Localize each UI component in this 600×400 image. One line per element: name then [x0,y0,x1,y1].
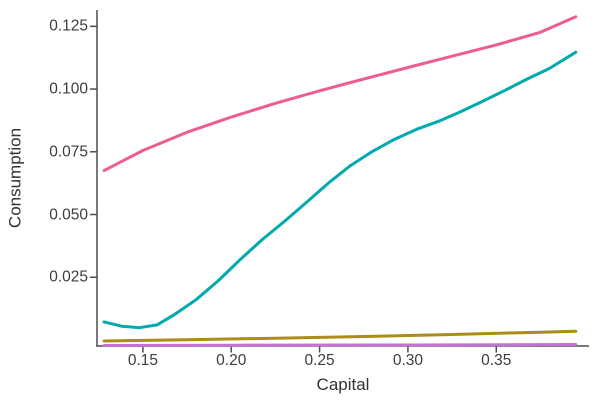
y-tick-label: 0.100 [49,80,88,98]
x-tick-label: 0.15 [127,352,159,369]
teal-line [102,50,578,330]
y-tick-label: 0.025 [49,268,88,286]
pink-line [102,15,578,173]
y-tick-label: 0.075 [49,143,88,161]
x-tick-label: 0.35 [481,352,512,369]
x-tick-label: 0.25 [304,352,335,369]
y-tick-label: 0.050 [49,205,88,223]
x-tick-label: 0.20 [216,352,247,369]
x-tick-label: 0.30 [392,352,424,369]
x-axis-label: Capital [316,375,370,394]
y-tick-label: 0.125 [49,17,88,35]
y-axis-label: Consumption [5,127,25,229]
olive-line [102,329,578,343]
purple-line [102,343,578,347]
